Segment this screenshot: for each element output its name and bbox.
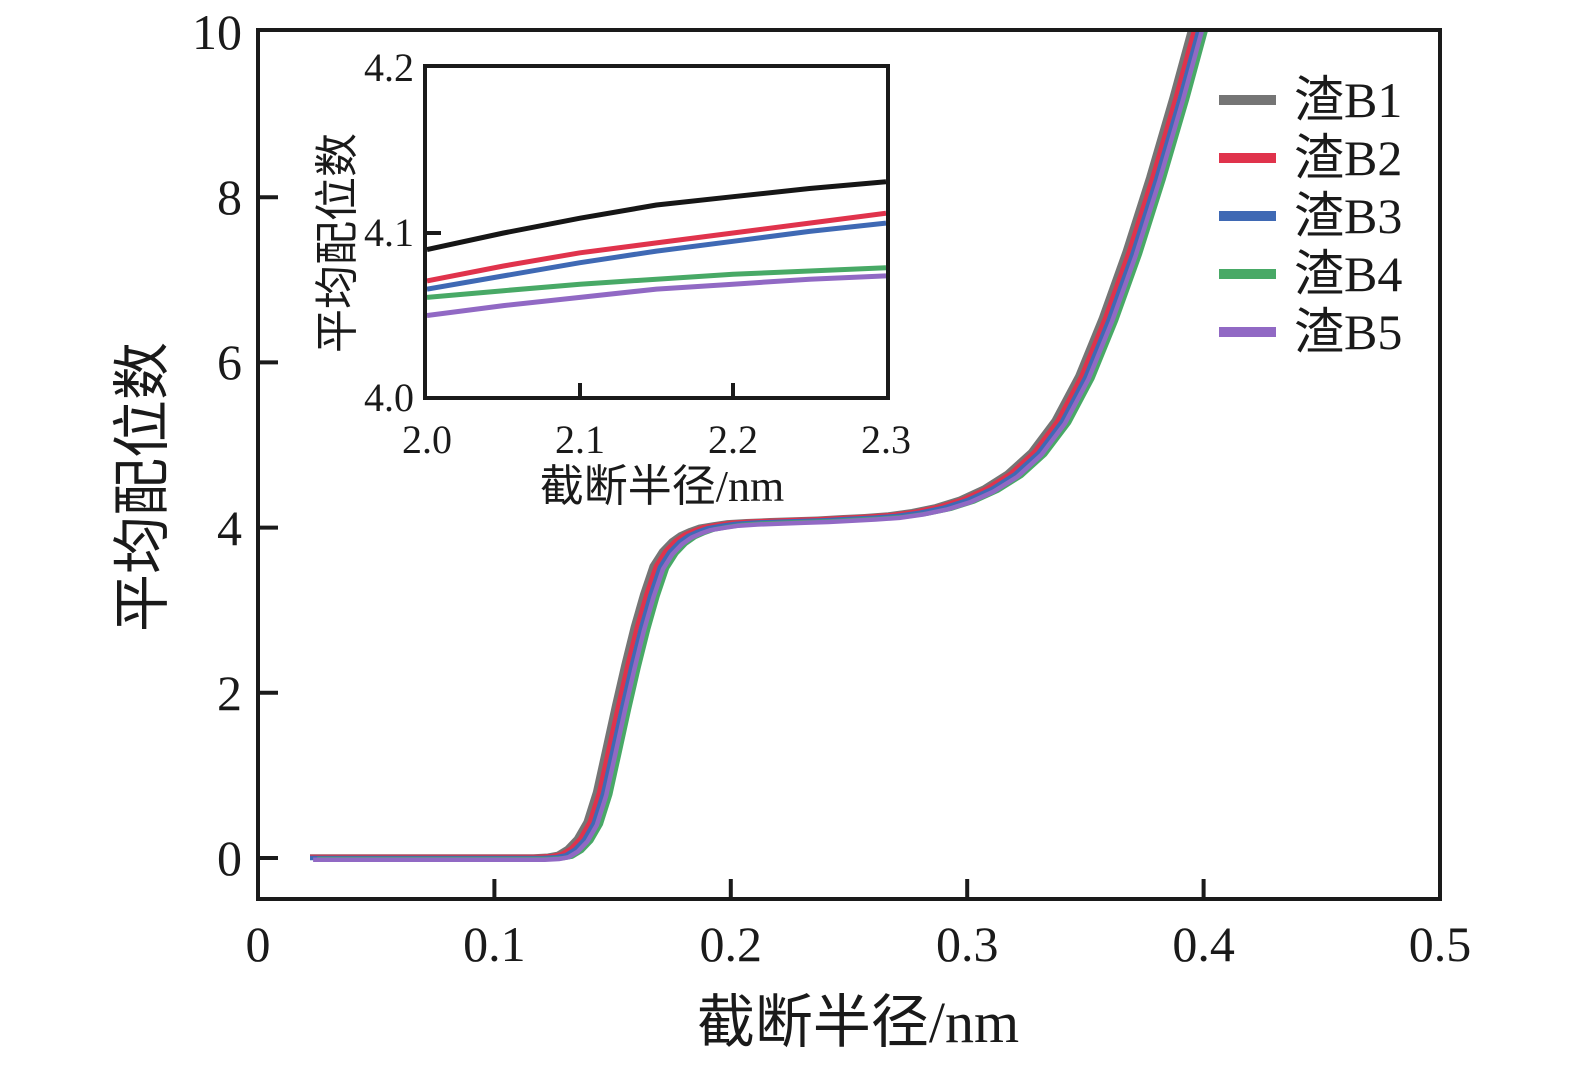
main-x-tick-label: 0.5 [1408,916,1472,972]
main-y-tick-label: 6 [217,334,242,391]
legend-row: 渣B2 [1219,129,1402,187]
main-y-tick-label: 0 [217,830,242,886]
main-y-tick-label: 4 [217,499,242,556]
main-x-tick-label: 0.1 [463,916,526,972]
inset-curve-4 [427,265,886,300]
legend-line-swatch-b2 [1219,153,1276,163]
inset-x-axis-title: 截断半径/nm [539,462,785,511]
inset-y-axis-title: 平均配位数 [313,133,362,353]
main-x-tick-label: 0.2 [699,916,763,972]
legend-line-swatch-b3 [1219,211,1276,221]
inset-x-tick-label: 2.3 [861,417,911,462]
legend-label-b3: 渣B3 [1294,188,1403,244]
main-y-tick-label: 10 [192,4,242,60]
inset-curve-5 [427,273,886,318]
inset-y-tick-label: 4.1 [364,210,414,255]
inset-background [300,40,900,510]
inset-y-tick-label: 4.0 [364,375,414,420]
main-axes-frame [256,28,1442,901]
legend-label-b4: 渣B4 [1294,246,1403,302]
legend-label-b2: 渣B2 [1294,130,1403,186]
legend-line-swatch-b4 [1219,269,1276,279]
main-curve-5 [313,32,1204,863]
inset-axes-frame [423,64,890,400]
inset-curve-2 [427,210,886,284]
legend-row: 渣B5 [1219,303,1402,361]
main-x-tick-label: 0 [245,916,271,972]
inset-y-tick-label: 4.2 [364,45,414,90]
main-curves-group [310,32,1208,863]
inset-curves-group [427,179,886,318]
inset-curve-3 [427,220,886,292]
main-x-tick-label: 0.4 [1172,916,1235,972]
main-y-tick-label: 2 [217,664,242,721]
main-y-axis-title: 平均配位数 [110,341,175,633]
legend-row: 渣B1 [1219,71,1402,129]
main-x-tick-label: 0.3 [935,916,999,972]
main-axes-group [256,28,1442,901]
main-x-axis-title: 截断半径/nm [696,990,1020,1055]
inset-background-group [300,40,900,510]
inset-x-tick-label: 2.0 [402,417,452,462]
inset-curve-1 [427,179,886,252]
inset-axes-group [423,64,890,400]
inset-x-tick-label: 2.2 [708,417,758,462]
legend-line-swatch-b5 [1219,327,1276,337]
legend-row: 渣B3 [1219,187,1402,245]
legend: 渣B1 渣B2 渣B3 渣B4 渣B5 [1219,71,1402,361]
inset-x-tick-label: 2.1 [555,417,605,462]
legend-row: 渣B4 [1219,245,1402,303]
legend-label-b5: 渣B5 [1294,304,1403,360]
legend-line-swatch-b1 [1219,95,1276,105]
legend-label-b1: 渣B1 [1294,72,1403,128]
main-y-tick-label: 8 [217,169,242,226]
